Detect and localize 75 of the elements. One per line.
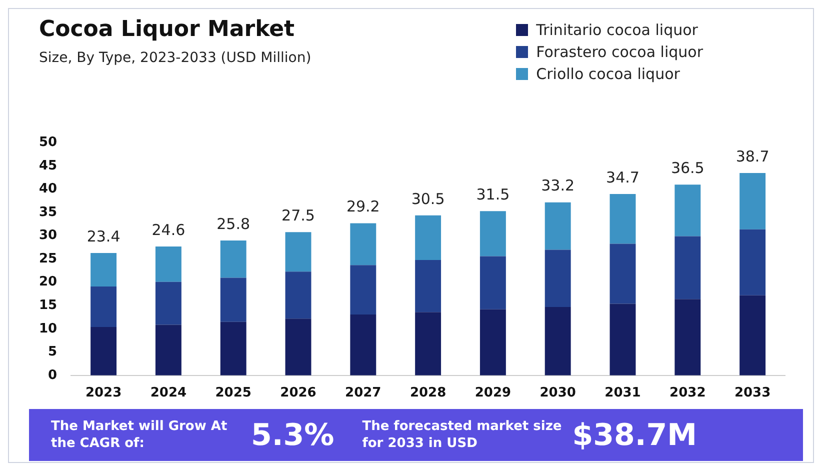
bar: [285, 318, 312, 376]
bar: [285, 232, 312, 272]
bar: [740, 173, 766, 230]
bar: [155, 246, 182, 282]
y-tick-label: 45: [38, 158, 58, 174]
x-tick-label: 2033: [734, 386, 771, 401]
annotation: 29.2: [346, 198, 380, 216]
y-tick-label: 40: [38, 182, 58, 197]
bar: [155, 324, 182, 376]
bar: [220, 278, 246, 322]
bar: [544, 307, 571, 376]
x-tick-label: 2031: [604, 386, 641, 401]
annotation: 38.7: [736, 147, 770, 166]
legend-label: Criollo cocoa liquor: [536, 65, 680, 83]
bar: [350, 314, 376, 376]
legend-label: Trinitario cocoa liquor: [536, 21, 698, 39]
y-tick-label: 35: [38, 204, 58, 220]
x-tick-label: 2029: [474, 386, 512, 401]
annotation: 23.4: [86, 227, 120, 246]
bar: [610, 244, 636, 304]
x-tick-label: 2028: [410, 386, 446, 401]
bar: [155, 282, 182, 325]
bar: [480, 309, 506, 376]
y-tick-label: 30: [38, 228, 58, 244]
bar: [610, 304, 636, 376]
bar: [480, 211, 506, 256]
bar: [90, 327, 117, 376]
x-tick-label: 2026: [280, 386, 316, 401]
text: The forecasted market size for 2033 in USD: [362, 418, 562, 452]
x-tick-label: 2025: [215, 386, 252, 401]
bar: [610, 194, 636, 244]
y-tick-label: 15: [38, 298, 58, 313]
y-tick-label: 5: [48, 344, 58, 360]
bar: [90, 286, 117, 328]
y-tick-label: 20: [38, 274, 58, 290]
bar: [415, 215, 442, 260]
y-tick-label: 50: [38, 135, 58, 150]
bar: [220, 240, 246, 278]
annotation: 30.5: [411, 190, 445, 208]
bar: [415, 312, 442, 376]
x-tick-label: 2024: [150, 386, 187, 401]
chart-subtitle: Size, By Type, 2023-2033 (USD Million): [39, 50, 312, 66]
chart-title: Cocoa Liquor Market: [39, 17, 295, 42]
bar: [740, 295, 766, 376]
text: 5.3%: [251, 418, 334, 452]
bar: [415, 260, 442, 312]
bar: [350, 223, 376, 266]
x-tick-label: 2032: [670, 386, 706, 401]
text: $38.7M: [572, 418, 697, 452]
bar: [740, 229, 766, 296]
annotation: 31.5: [476, 186, 510, 204]
annotation: 27.5: [282, 206, 315, 225]
annotation: 33.2: [541, 176, 575, 195]
x-tick-label: 2023: [85, 386, 122, 401]
annotation: 24.6: [152, 220, 186, 239]
bar: [90, 253, 117, 287]
bar: [544, 202, 571, 250]
bar: [220, 322, 246, 376]
bar: [674, 299, 701, 376]
y-tick-label: 10: [38, 321, 58, 336]
bar: [674, 236, 701, 300]
bar: [544, 250, 571, 308]
bar: [350, 265, 376, 314]
x-tick-label: 2027: [345, 386, 382, 401]
x-tick-label: 2030: [540, 386, 576, 401]
text: The Market will Grow At the CAGR of:: [51, 418, 228, 452]
y-tick-label: 25: [38, 251, 58, 266]
y-tick-label: 0: [48, 368, 58, 383]
annotation: 25.8: [216, 214, 250, 233]
annotation: 36.5: [670, 159, 704, 178]
bar: [674, 184, 701, 236]
bar: [285, 272, 312, 319]
legend-label: Forastero cocoa liquor: [536, 43, 703, 61]
bar: [480, 256, 506, 310]
annotation: 34.7: [606, 168, 640, 186]
